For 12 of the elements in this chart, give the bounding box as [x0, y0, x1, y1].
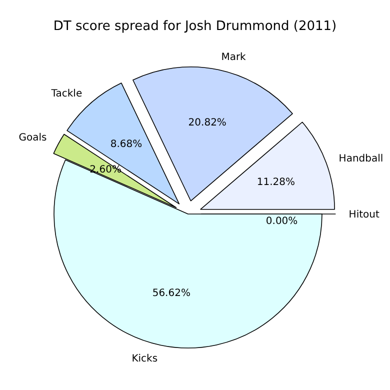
slice-label: Handball: [338, 154, 384, 165]
data-label: 20.82%: [188, 118, 226, 129]
chart-title: DT score spread for Josh Drummond (2011): [53, 19, 337, 34]
slice-label: Kicks: [132, 354, 158, 365]
data-label: 11.28%: [256, 176, 296, 188]
data-label: 8.68%: [110, 138, 142, 150]
category-label: Hitout: [348, 210, 380, 220]
slice-label: Goals: [18, 132, 47, 144]
data-label: 56.62%: [152, 288, 190, 300]
slice-label: Tackle: [50, 88, 82, 100]
slice-label: Mark: [221, 52, 246, 64]
text: 0.00%: [266, 216, 298, 227]
